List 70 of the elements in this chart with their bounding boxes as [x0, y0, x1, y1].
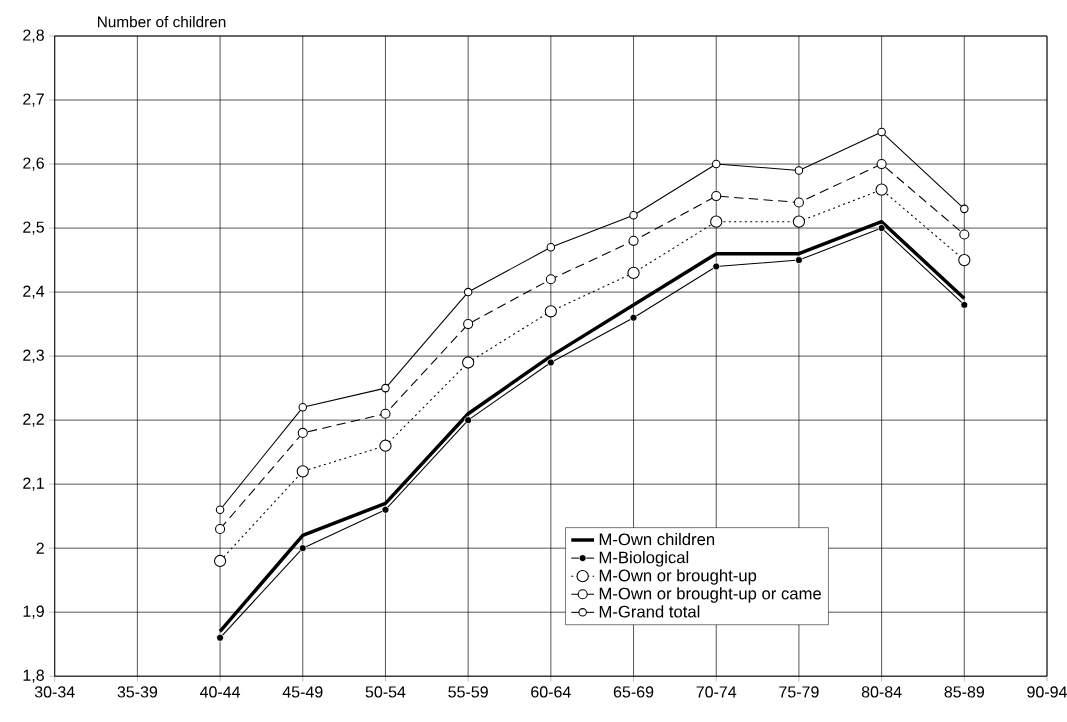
y-tick-label: 1,8 [23, 669, 44, 683]
x-tick-label: 75-79 [779, 686, 819, 698]
legend-label: M-Own children [599, 532, 715, 546]
point [628, 235, 639, 246]
point [381, 383, 390, 393]
point [792, 215, 806, 228]
point [629, 210, 638, 220]
point [462, 356, 475, 369]
point [216, 633, 224, 642]
legend-label: M-Biological [599, 550, 689, 567]
point [959, 229, 970, 240]
x-tick-label: 30-34 [34, 686, 75, 698]
x-tick-label: 85-89 [944, 686, 984, 698]
x-tick-label: 45-49 [282, 686, 323, 698]
point [960, 204, 969, 214]
point [463, 318, 474, 330]
point [215, 505, 225, 514]
point [379, 439, 392, 452]
x-tick-label: 40-44 [199, 686, 241, 698]
point [712, 262, 721, 271]
y-tick-label: 2,2 [23, 413, 44, 427]
point [464, 416, 473, 424]
x-tick-label: 70-74 [696, 686, 737, 698]
point [877, 127, 886, 137]
point [463, 287, 473, 297]
point [297, 427, 308, 438]
x-tick-label: 50-54 [365, 686, 406, 698]
point [960, 300, 969, 309]
y-tick-label: 2,1 [23, 477, 44, 491]
point [877, 224, 886, 232]
point [213, 554, 227, 567]
y-tick-label: 2 [36, 542, 44, 554]
y-tick-label: 2,3 [23, 349, 44, 363]
point [875, 183, 888, 196]
legend-label: M-Grand total [599, 605, 700, 618]
y-tick-label: 2,7 [23, 93, 44, 107]
point [298, 544, 307, 552]
point [627, 266, 640, 279]
point [546, 358, 555, 367]
point [545, 274, 556, 285]
y-tick-label: 2,8 [23, 29, 44, 43]
point [298, 402, 308, 412]
point [544, 305, 557, 318]
point [876, 158, 887, 170]
point [380, 408, 391, 419]
x-tick-label: 55-59 [448, 686, 488, 698]
x-tick-label: 80-84 [861, 686, 902, 698]
point [296, 465, 309, 478]
point [794, 166, 804, 175]
x-tick-label: 90-94 [1027, 686, 1067, 698]
point [381, 505, 390, 514]
y-tick-label: 2,5 [23, 221, 44, 235]
y-tick-label: 2,6 [23, 157, 44, 171]
point [795, 256, 803, 264]
point [793, 197, 804, 208]
point [710, 215, 723, 228]
x-tick-label: 65-69 [613, 686, 654, 698]
y-tick-label: 2,4 [23, 285, 45, 299]
x-tick-label: 35-39 [117, 686, 158, 698]
point [215, 523, 226, 534]
point [711, 159, 721, 169]
y-tick-label: 1,9 [23, 605, 44, 619]
point [958, 253, 971, 267]
y-axis-title: Number of children [98, 15, 226, 28]
point [546, 242, 556, 252]
x-tick-label: 60-64 [531, 686, 571, 698]
legend-label: M-Own or brought-up or came [599, 587, 821, 603]
point [711, 190, 722, 202]
point [629, 313, 638, 322]
legend-label: M-Own or brought-up [599, 569, 757, 585]
